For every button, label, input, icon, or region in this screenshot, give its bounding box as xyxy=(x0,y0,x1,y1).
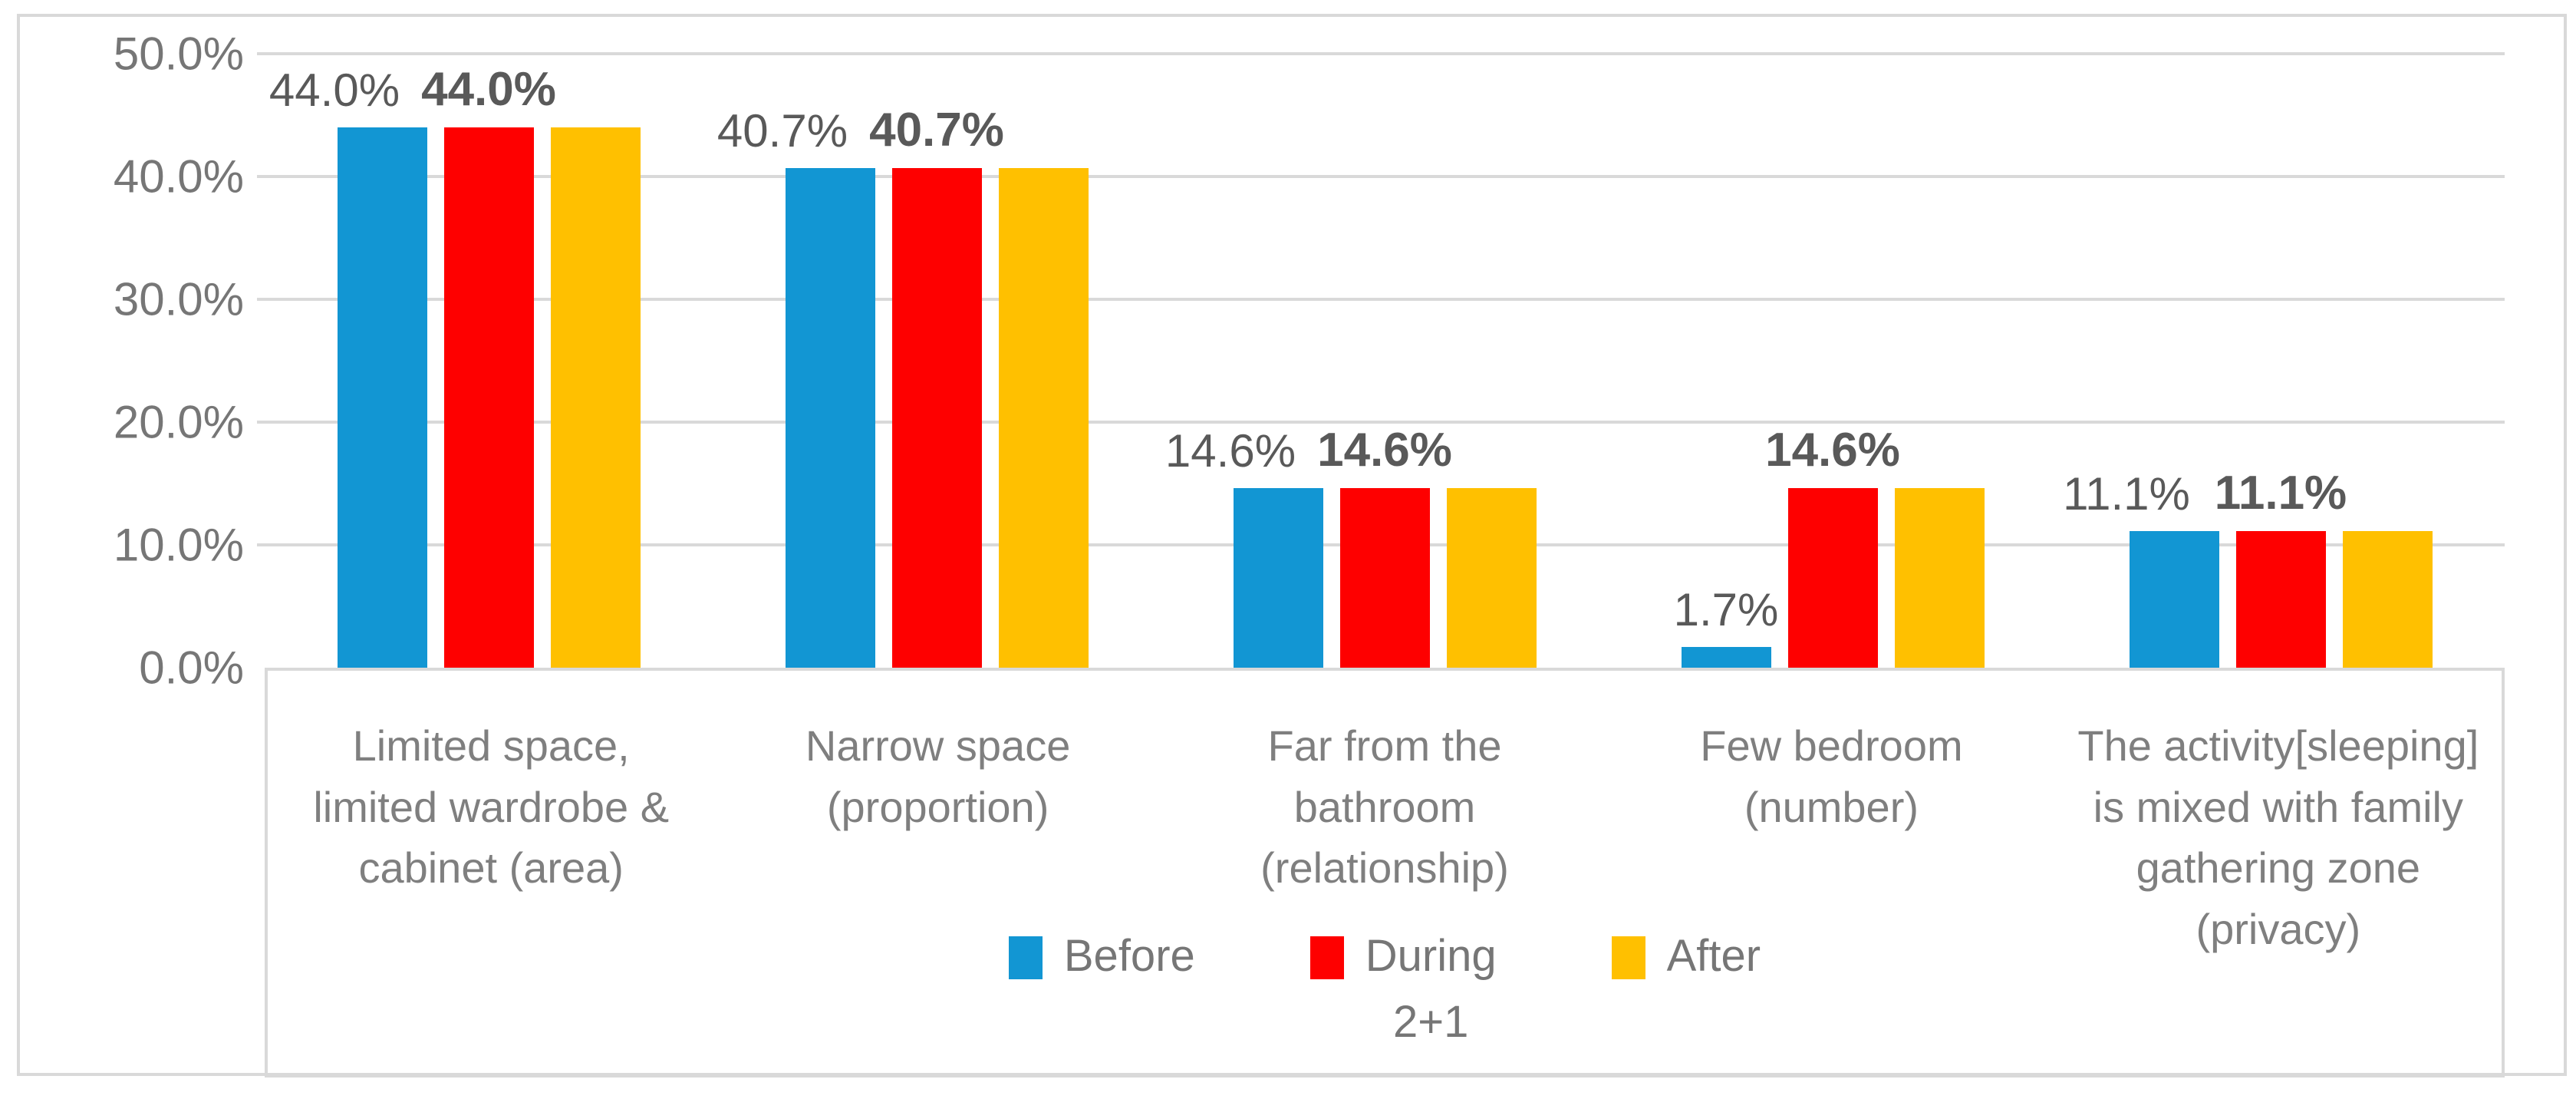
bar-group-3: 14.6% 14.6% xyxy=(1161,54,1609,668)
data-label: 14.6% xyxy=(1317,424,1452,477)
legend-item-before: Before xyxy=(1008,932,1195,981)
category-labels: Limited space, limited wardrobe & cabine… xyxy=(268,671,2502,959)
y-axis-label: 30.0% xyxy=(113,273,244,325)
bar-during-2-1: 11.1% xyxy=(2215,467,2347,668)
legend-swatch-before xyxy=(1008,936,1043,979)
bar-after xyxy=(1446,488,1537,668)
legend-text: Before xyxy=(1064,932,1195,981)
y-axis-label: 10.0% xyxy=(113,519,244,571)
legend-label: Before xyxy=(1063,931,1195,981)
y-axis-label: 0.0% xyxy=(139,642,244,694)
bar-during-2-1: 44.0% xyxy=(421,63,556,668)
legend-swatch-during xyxy=(1309,936,1344,979)
data-label: 14.6% xyxy=(1164,425,1296,477)
data-label: 11.1% xyxy=(2063,468,2190,520)
bar-group-4: 1.7% 14.6% xyxy=(1609,54,2057,668)
category-label-3: Far from the bathroom (relationship) xyxy=(1260,721,1509,893)
category-label-4: Few bedroom (number) xyxy=(1700,721,1963,831)
category-label-2: Narrow space (proportion) xyxy=(805,721,1071,831)
category-axis-box: Limited space, limited wardrobe & cabine… xyxy=(265,668,2505,1078)
category-label-5: The activity[sleeping] is mixed with fam… xyxy=(2077,721,2479,953)
bar-during-2-1: 14.6% xyxy=(1765,424,1900,668)
legend-sublabel: 2+1 xyxy=(1393,996,1469,1047)
data-label: 11.1% xyxy=(2214,467,2347,520)
bar-before: 11.1% xyxy=(2063,468,2219,668)
data-label: 40.7% xyxy=(869,103,1004,157)
legend-text: After xyxy=(1667,932,1761,981)
y-axis-label: 50.0% xyxy=(113,28,244,80)
data-label: 14.6% xyxy=(1765,424,1900,477)
bar-during-2-1: 40.7% xyxy=(869,104,1004,668)
data-label: 44.0% xyxy=(421,63,556,116)
gridline-40 xyxy=(257,175,2505,178)
gridline-20 xyxy=(257,421,2505,424)
gridline-50 xyxy=(257,52,2505,55)
category-label-1: Limited space, limited wardrobe & cabine… xyxy=(313,721,670,893)
legend-item-during: During 2+1 xyxy=(1309,932,1497,1047)
data-label: 1.7% xyxy=(1673,583,1779,635)
bar-before: 40.7% xyxy=(717,105,875,668)
bar-before: 44.0% xyxy=(269,64,427,668)
bar-group-1: 44.0% 44.0% xyxy=(265,54,713,668)
y-axis: 0.0% 10.0% 20.0% 30.0% 40.0% 50.0% xyxy=(0,28,244,694)
legend-label: After xyxy=(1666,931,1761,981)
bar-after xyxy=(550,127,641,668)
legend-text: During 2+1 xyxy=(1365,932,1497,1047)
legend-swatch-after xyxy=(1611,936,1645,979)
bar-after xyxy=(998,167,1089,668)
data-label: 44.0% xyxy=(268,64,400,116)
y-axis-label: 40.0% xyxy=(113,150,244,203)
bar-group-5: 11.1% 11.1% xyxy=(2057,54,2505,668)
legend: Before During 2+1 After xyxy=(268,932,2502,1047)
gridline-30 xyxy=(257,298,2505,301)
bar-after xyxy=(1894,488,1985,668)
bar-before: 14.6% xyxy=(1165,425,1323,668)
bar-before: 1.7% xyxy=(1674,584,1778,668)
y-axis-label: 20.0% xyxy=(113,396,244,448)
legend-item-after: After xyxy=(1611,932,1761,981)
bar-group-2: 40.7% 40.7% xyxy=(713,54,1161,668)
bar-during-2-1: 14.6% xyxy=(1317,424,1452,668)
plot-area: 44.0% 44.0% 40.7% 40.7% 14.6% 14.6% 1.7% 14.6% 1… xyxy=(257,52,2505,668)
data-label: 40.7% xyxy=(716,104,848,157)
legend-label: During xyxy=(1365,931,1497,981)
bar-after xyxy=(2342,531,2433,668)
